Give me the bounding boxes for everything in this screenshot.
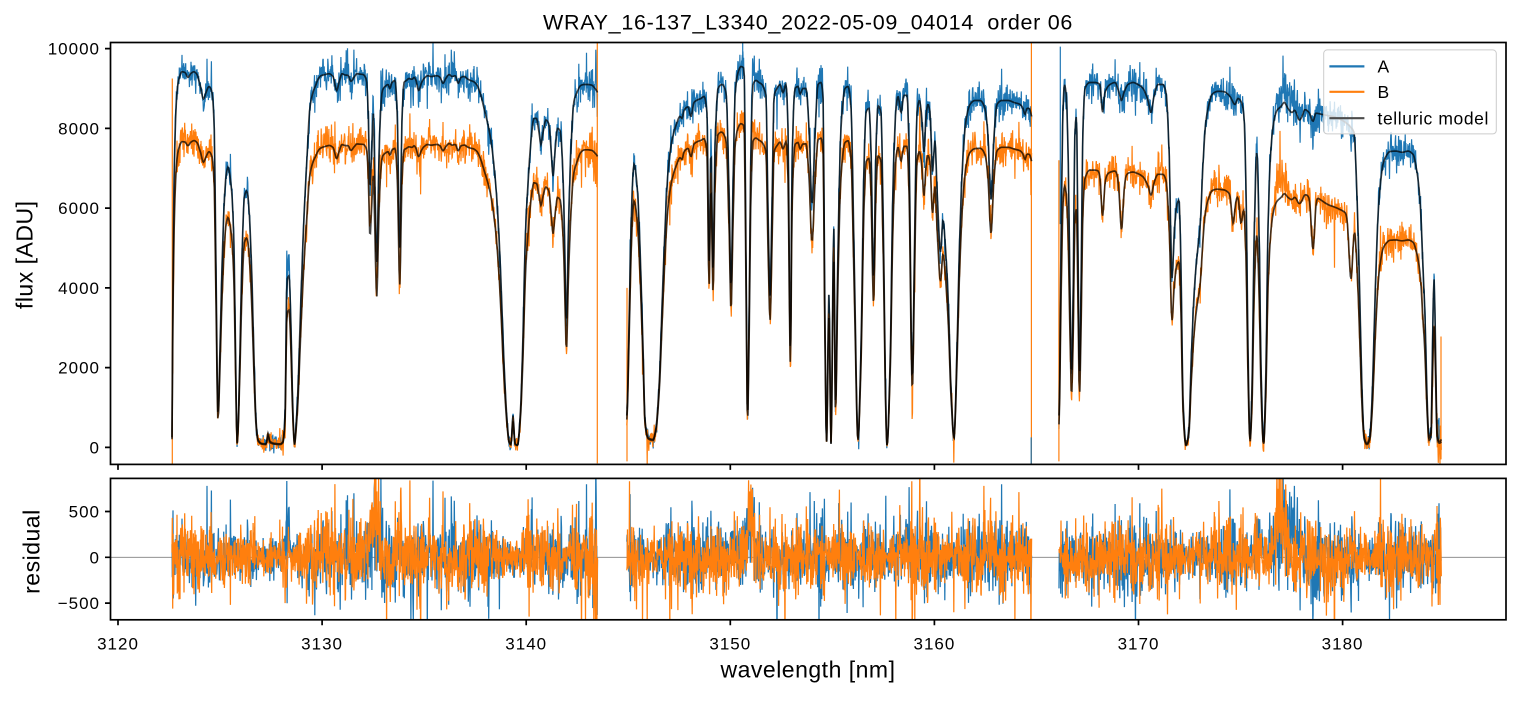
svg-text:3120: 3120 xyxy=(97,635,139,654)
svg-text:500: 500 xyxy=(69,503,100,522)
svg-text:10000: 10000 xyxy=(48,40,100,59)
svg-text:−500: −500 xyxy=(58,594,100,613)
svg-text:WRAY_16-137_L3340_2022-05-09_0: WRAY_16-137_L3340_2022-05-09_04014 order… xyxy=(543,11,1073,35)
svg-text:B: B xyxy=(1378,82,1390,102)
svg-text:6000: 6000 xyxy=(58,199,100,218)
svg-text:flux [ADU]: flux [ADU] xyxy=(12,201,38,310)
svg-text:8000: 8000 xyxy=(58,120,100,139)
svg-text:A: A xyxy=(1378,57,1390,77)
svg-text:residual: residual xyxy=(18,509,44,594)
svg-text:3140: 3140 xyxy=(505,635,547,654)
svg-text:3160: 3160 xyxy=(913,635,955,654)
svg-text:3130: 3130 xyxy=(301,635,343,654)
svg-text:0: 0 xyxy=(90,439,100,458)
svg-text:telluric model: telluric model xyxy=(1378,108,1490,128)
svg-text:0: 0 xyxy=(90,548,100,567)
svg-text:2000: 2000 xyxy=(58,359,100,378)
svg-text:wavelength [nm]: wavelength [nm] xyxy=(720,657,896,683)
svg-text:3180: 3180 xyxy=(1322,635,1364,654)
svg-text:3150: 3150 xyxy=(709,635,751,654)
svg-text:4000: 4000 xyxy=(58,279,100,298)
svg-text:3170: 3170 xyxy=(1118,635,1160,654)
